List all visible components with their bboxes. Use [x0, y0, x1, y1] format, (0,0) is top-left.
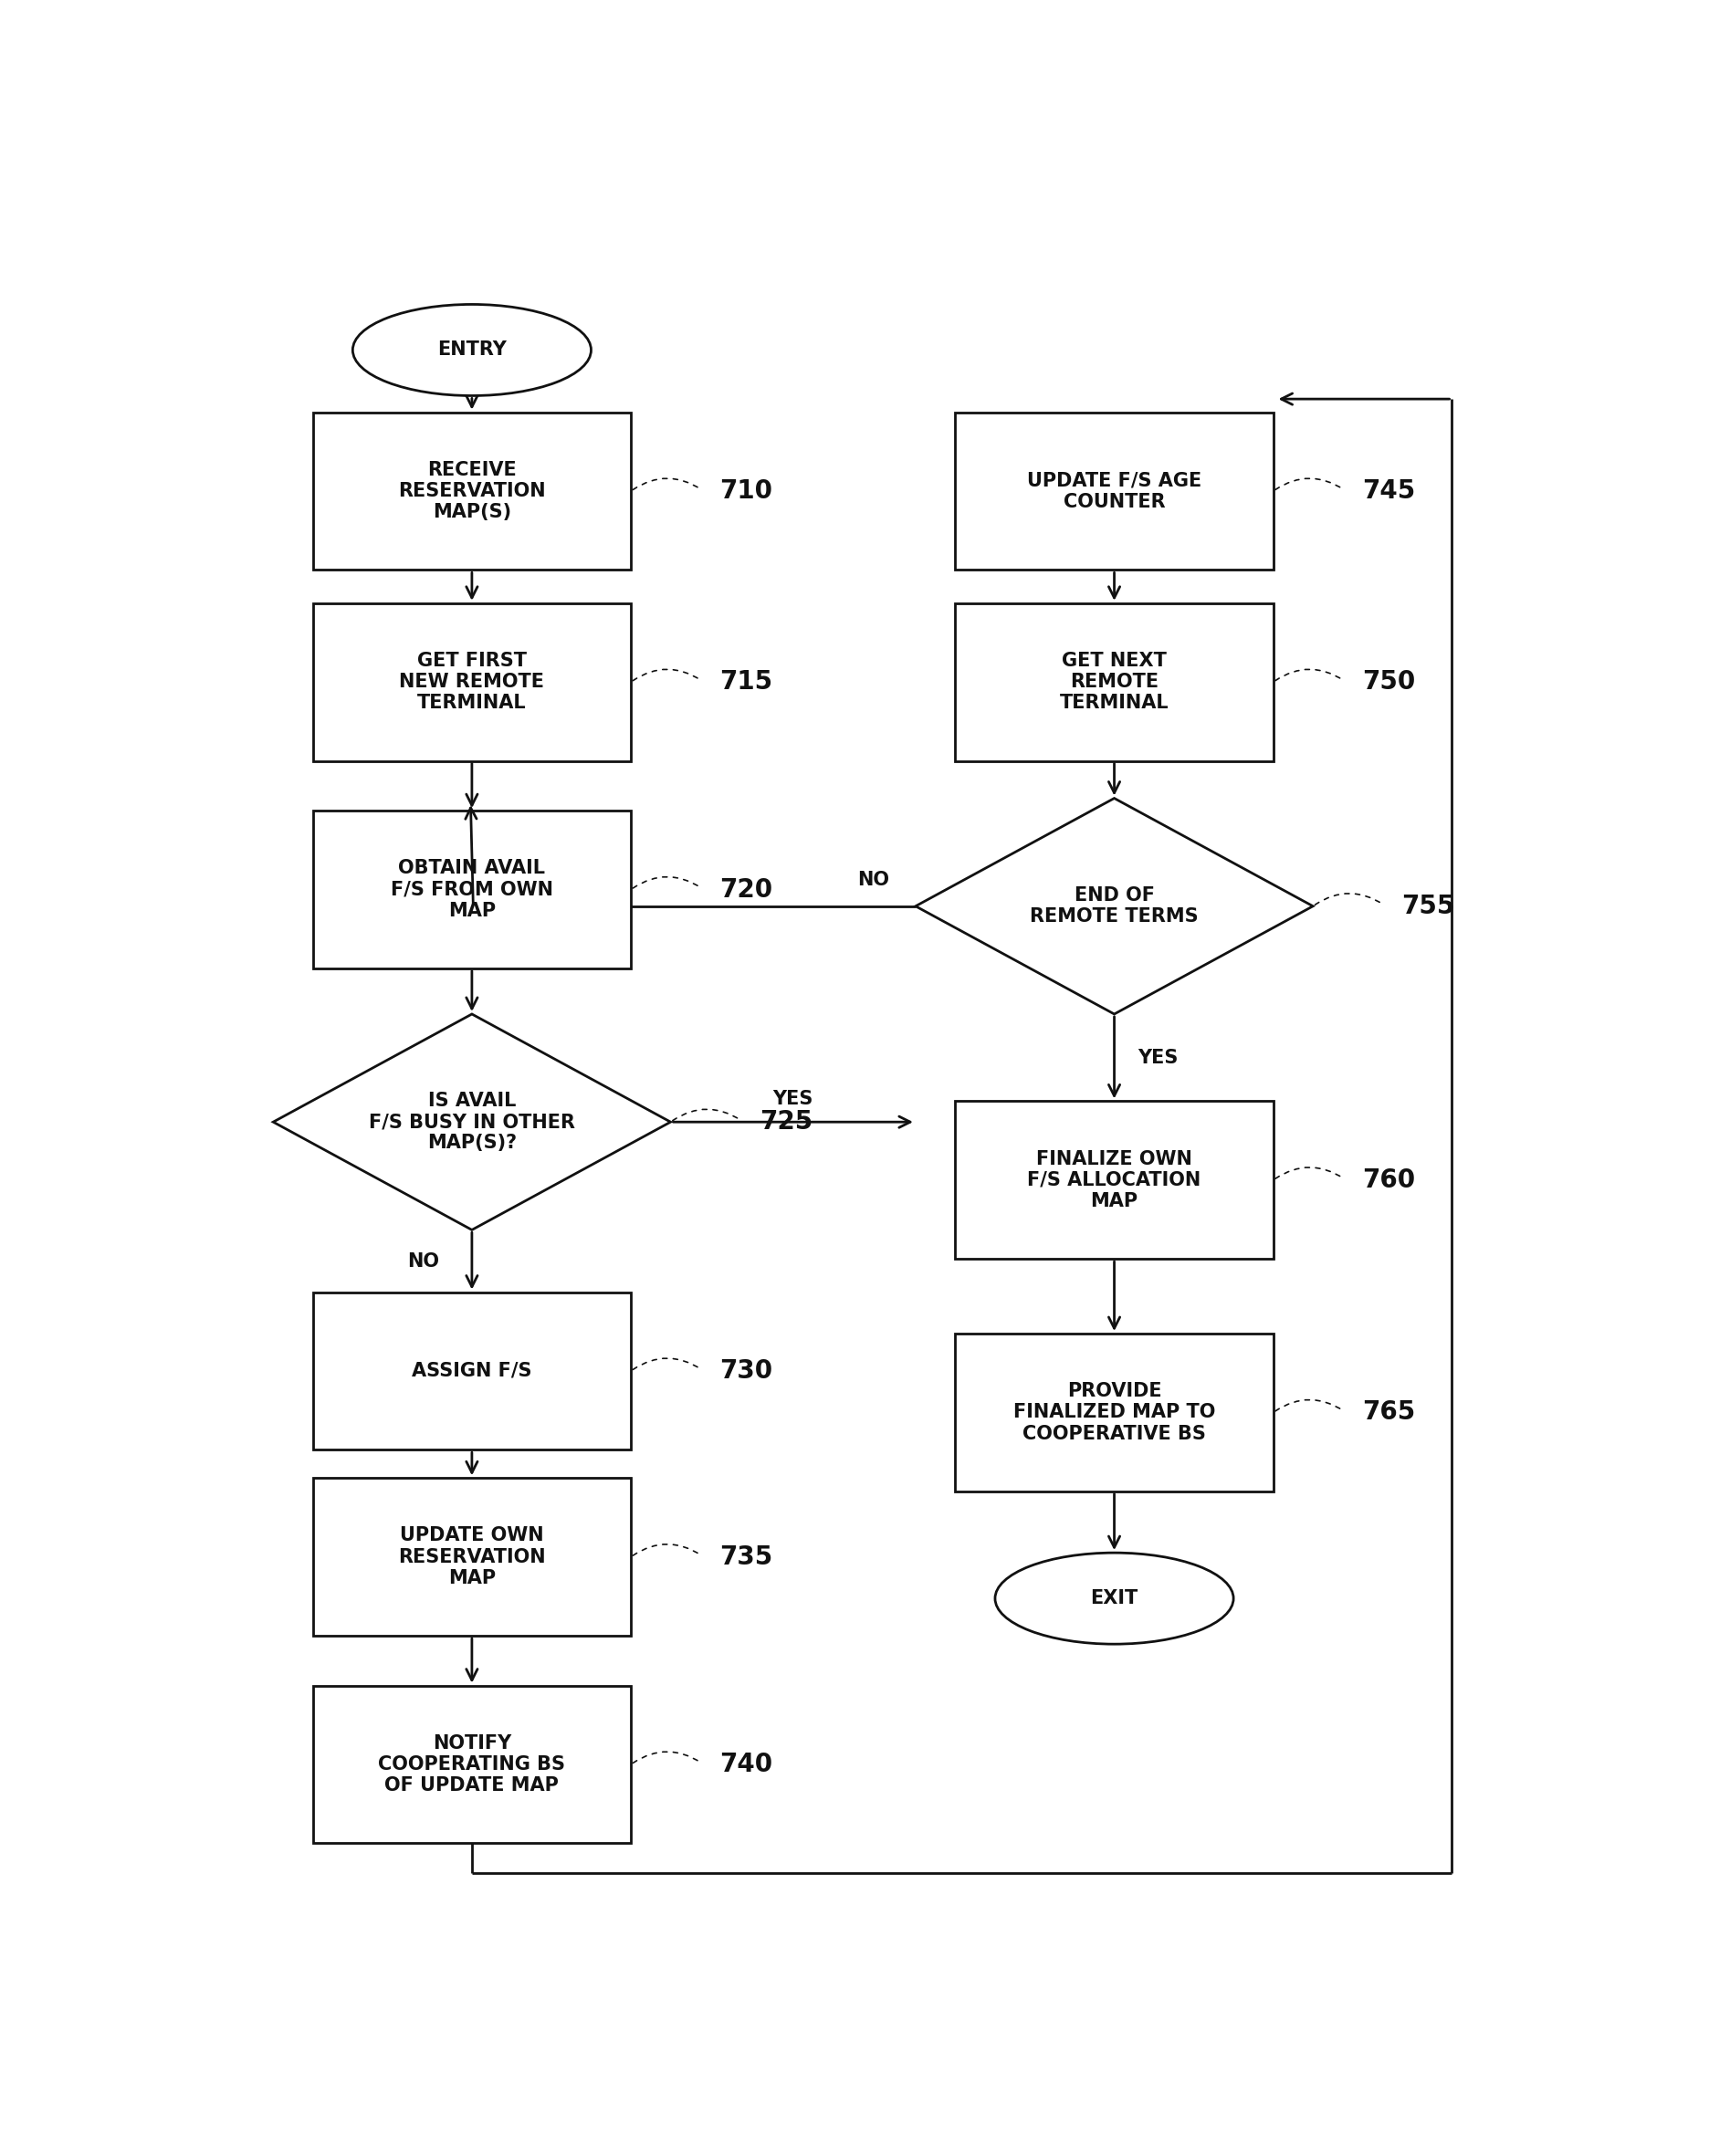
Text: ENTRY: ENTRY: [438, 341, 506, 360]
FancyBboxPatch shape: [955, 412, 1273, 569]
Text: YES: YES: [772, 1089, 813, 1108]
Text: 710: 710: [719, 479, 772, 505]
Text: OBTAIN AVAIL
F/S FROM OWN
MAP: OBTAIN AVAIL F/S FROM OWN MAP: [391, 860, 554, 921]
Text: NO: NO: [407, 1253, 439, 1270]
Text: 760: 760: [1362, 1166, 1415, 1192]
Text: RECEIVE
RESERVATION
MAP(S): RECEIVE RESERVATION MAP(S): [398, 461, 545, 522]
Text: EXIT: EXIT: [1090, 1589, 1138, 1608]
FancyBboxPatch shape: [313, 811, 631, 968]
Polygon shape: [273, 1013, 670, 1229]
Text: 765: 765: [1362, 1399, 1415, 1425]
Text: IS AVAIL
F/S BUSY IN OTHER
MAP(S)?: IS AVAIL F/S BUSY IN OTHER MAP(S)?: [369, 1091, 574, 1151]
Text: 735: 735: [719, 1544, 772, 1570]
Text: 755: 755: [1401, 893, 1454, 918]
FancyBboxPatch shape: [313, 1479, 631, 1636]
FancyBboxPatch shape: [955, 604, 1273, 761]
Text: FINALIZE OWN
F/S ALLOCATION
MAP: FINALIZE OWN F/S ALLOCATION MAP: [1027, 1149, 1201, 1210]
FancyBboxPatch shape: [313, 412, 631, 569]
Text: GET FIRST
NEW REMOTE
TERMINAL: GET FIRST NEW REMOTE TERMINAL: [400, 651, 545, 711]
Text: 750: 750: [1362, 668, 1415, 694]
Text: NO: NO: [858, 871, 889, 888]
Text: 715: 715: [719, 668, 772, 694]
FancyBboxPatch shape: [955, 1102, 1273, 1259]
Text: GET NEXT
REMOTE
TERMINAL: GET NEXT REMOTE TERMINAL: [1060, 651, 1169, 711]
Text: UPDATE F/S AGE
COUNTER: UPDATE F/S AGE COUNTER: [1027, 472, 1201, 511]
Text: 730: 730: [719, 1358, 772, 1384]
Polygon shape: [916, 798, 1313, 1013]
Text: PROVIDE
FINALIZED MAP TO
COOPERATIVE BS: PROVIDE FINALIZED MAP TO COOPERATIVE BS: [1013, 1382, 1215, 1442]
Text: UPDATE OWN
RESERVATION
MAP: UPDATE OWN RESERVATION MAP: [398, 1526, 545, 1587]
Text: END OF
REMOTE TERMS: END OF REMOTE TERMS: [1031, 886, 1198, 925]
Text: 745: 745: [1362, 479, 1415, 505]
FancyBboxPatch shape: [955, 1335, 1273, 1492]
FancyBboxPatch shape: [313, 604, 631, 761]
FancyBboxPatch shape: [313, 1291, 631, 1449]
Ellipse shape: [995, 1552, 1234, 1645]
Text: YES: YES: [1138, 1048, 1179, 1067]
FancyBboxPatch shape: [313, 1686, 631, 1843]
Text: NOTIFY
COOPERATING BS
OF UPDATE MAP: NOTIFY COOPERATING BS OF UPDATE MAP: [378, 1733, 566, 1794]
Text: 725: 725: [759, 1108, 812, 1134]
Text: 740: 740: [719, 1751, 772, 1777]
Text: 720: 720: [719, 877, 772, 903]
Text: ASSIGN F/S: ASSIGN F/S: [412, 1363, 531, 1380]
Ellipse shape: [352, 304, 591, 397]
